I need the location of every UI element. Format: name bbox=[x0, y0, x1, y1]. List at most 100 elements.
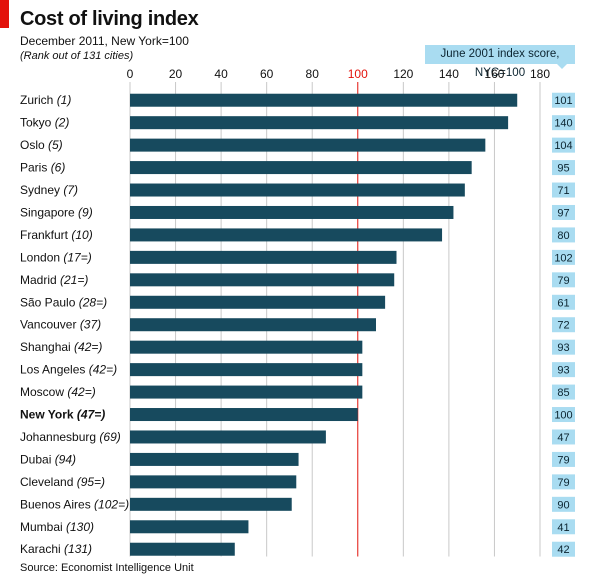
brand-red-tab bbox=[0, 0, 9, 28]
category-label: Shanghai (42=) bbox=[20, 340, 102, 354]
bar bbox=[130, 228, 443, 242]
side-value: 79 bbox=[557, 477, 569, 489]
side-value: 79 bbox=[557, 454, 569, 466]
side-value: 47 bbox=[557, 432, 569, 444]
chart-note: (Rank out of 131 cities) bbox=[20, 50, 134, 62]
x-tick-label: 60 bbox=[260, 67, 274, 81]
bar bbox=[130, 138, 486, 152]
side-value-box bbox=[552, 137, 575, 153]
category-label: Mumbai (130) bbox=[20, 520, 94, 534]
chart-source: Source: Economist Intelligence Unit bbox=[20, 562, 194, 574]
side-value: 61 bbox=[557, 297, 569, 309]
category-label: Buenos Aires (102=) bbox=[20, 497, 129, 511]
category-label: Oslo (5) bbox=[20, 138, 63, 152]
bar bbox=[130, 318, 376, 332]
side-value: 90 bbox=[557, 499, 569, 511]
side-value-box bbox=[552, 519, 575, 535]
side-value-box bbox=[552, 384, 575, 400]
bar bbox=[130, 205, 454, 219]
category-label: Sydney (7) bbox=[20, 183, 78, 197]
category-label: Dubai (94) bbox=[20, 452, 76, 466]
side-value: 95 bbox=[557, 163, 569, 175]
bar bbox=[130, 475, 297, 489]
side-value: 93 bbox=[557, 342, 569, 354]
side-value-box bbox=[552, 541, 575, 557]
side-value-box bbox=[552, 407, 575, 423]
bar bbox=[130, 452, 299, 466]
bar bbox=[130, 430, 326, 444]
bar bbox=[130, 250, 397, 264]
x-tick-label: 180 bbox=[530, 67, 550, 81]
bar bbox=[130, 93, 518, 107]
side-value: 72 bbox=[557, 320, 569, 332]
category-label: New York (47=) bbox=[20, 408, 105, 422]
side-value-box bbox=[552, 496, 575, 512]
side-value: 71 bbox=[557, 185, 569, 197]
bar bbox=[130, 408, 358, 422]
side-value-box bbox=[552, 182, 575, 198]
chart-title: Cost of living index bbox=[20, 8, 199, 30]
side-value-box bbox=[552, 249, 575, 265]
bar bbox=[130, 520, 249, 534]
category-label: Los Angeles (42=) bbox=[20, 363, 117, 377]
category-label: London (17=) bbox=[20, 250, 92, 264]
bar bbox=[130, 183, 465, 197]
x-tick-label: 120 bbox=[393, 67, 413, 81]
bar bbox=[130, 363, 363, 377]
side-column-heading: June 2001 index score, NYC=100 bbox=[425, 45, 575, 79]
side-value-box bbox=[552, 204, 575, 220]
bar bbox=[130, 161, 472, 175]
side-value-box bbox=[552, 294, 575, 310]
side-value-box bbox=[552, 474, 575, 490]
category-label: Vancouver (37) bbox=[20, 318, 101, 332]
side-value: 97 bbox=[557, 207, 569, 219]
side-value: 104 bbox=[554, 140, 572, 152]
category-label: São Paulo (28=) bbox=[20, 295, 107, 309]
side-value: 100 bbox=[554, 410, 572, 422]
x-tick-label: 160 bbox=[484, 67, 504, 81]
side-value: 79 bbox=[557, 275, 569, 287]
side-value: 85 bbox=[557, 387, 569, 399]
side-value-box bbox=[552, 92, 575, 108]
chart-subtitle: December 2011, New York=100 bbox=[20, 34, 189, 48]
side-value-box bbox=[552, 451, 575, 467]
category-label: Cleveland (95=) bbox=[20, 475, 105, 489]
bar bbox=[130, 385, 363, 399]
side-value-box bbox=[552, 272, 575, 288]
category-label: Tokyo (2) bbox=[20, 116, 69, 130]
x-tick-label: 20 bbox=[169, 67, 183, 81]
category-label: Zurich (1) bbox=[20, 93, 71, 107]
bar bbox=[130, 542, 235, 556]
bar bbox=[130, 497, 292, 511]
x-tick-label: 40 bbox=[214, 67, 228, 81]
bar bbox=[130, 273, 395, 287]
category-label: Moscow (42=) bbox=[20, 385, 96, 399]
side-value-box bbox=[552, 362, 575, 378]
side-value: 102 bbox=[554, 252, 572, 264]
side-value-box bbox=[552, 339, 575, 355]
bar bbox=[130, 116, 509, 130]
side-value-box bbox=[552, 227, 575, 243]
side-value-box bbox=[552, 317, 575, 333]
side-heading-pointer bbox=[557, 64, 567, 69]
bar bbox=[130, 295, 386, 309]
x-tick-label: 0 bbox=[127, 67, 134, 81]
side-value: 41 bbox=[557, 522, 569, 534]
x-tick-label: 80 bbox=[306, 67, 320, 81]
category-label: Paris (6) bbox=[20, 161, 65, 175]
category-label: Singapore (9) bbox=[20, 205, 93, 219]
side-value-box bbox=[552, 429, 575, 445]
category-label: Karachi (131) bbox=[20, 542, 92, 556]
side-value: 80 bbox=[557, 230, 569, 242]
side-value: 42 bbox=[557, 544, 569, 556]
side-value: 140 bbox=[554, 118, 572, 130]
category-label: Frankfurt (10) bbox=[20, 228, 93, 242]
side-value-box bbox=[552, 115, 575, 131]
bar bbox=[130, 340, 363, 354]
side-value-box bbox=[552, 160, 575, 176]
side-value: 101 bbox=[554, 95, 572, 107]
category-label: Madrid (21=) bbox=[20, 273, 88, 287]
x-tick-label: 140 bbox=[439, 67, 459, 81]
side-value: 93 bbox=[557, 365, 569, 377]
